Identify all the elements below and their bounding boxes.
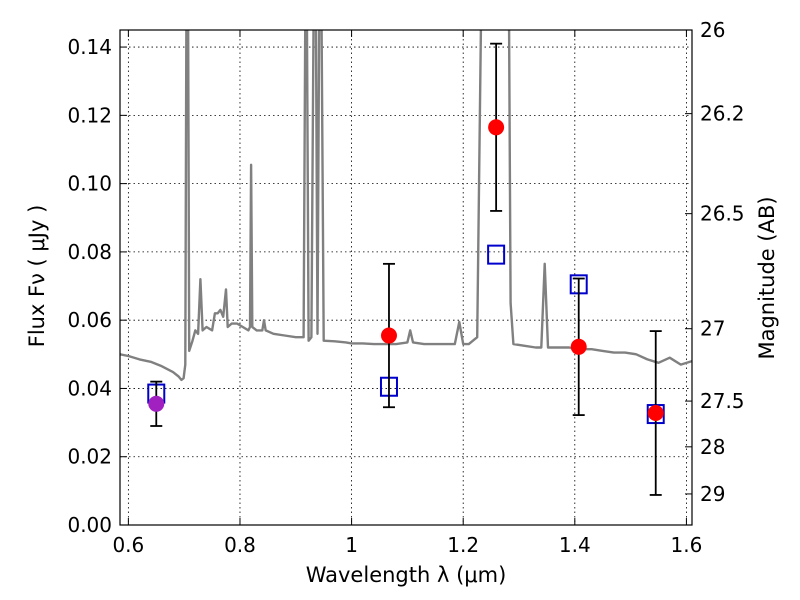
x-tick-label: 1.6 [671, 533, 703, 557]
y-tick-label: 0.06 [67, 308, 112, 332]
x-tick-label: 0.8 [224, 533, 256, 557]
observed-point [148, 395, 165, 412]
y2-tick-label: 26 [700, 18, 725, 42]
y-tick-label: 0.02 [67, 445, 112, 469]
y2-tick-label: 27 [700, 317, 725, 341]
spectrum-series [120, 30, 692, 382]
y2-tick-label: 28 [700, 435, 725, 459]
y-axis-label: Flux Fν ( μJy ) [25, 205, 49, 348]
y-tick-label: 0.00 [67, 513, 112, 537]
y2-tick-label: 27.5 [700, 389, 745, 413]
observed-point [647, 405, 664, 422]
plot-frame [119, 29, 693, 526]
x-tick-label: 1.4 [559, 533, 591, 557]
y-tick-label: 0.08 [67, 240, 112, 264]
observed-point [380, 327, 397, 344]
y-tick-label: 0.14 [67, 35, 112, 59]
x-axis-label: Wavelength λ (μm) [306, 563, 507, 587]
observed-point [570, 338, 587, 355]
x-tick-label: 0.6 [112, 533, 144, 557]
model-series [147, 244, 665, 425]
spectrum-line [120, 30, 692, 382]
y-tick-label: 0.10 [67, 172, 112, 196]
y2-tick-label: 26.2 [700, 102, 745, 126]
x-tick-label: 1 [345, 533, 358, 557]
y2-axis-label: Magnitude (AB) [755, 196, 779, 359]
grid-lines [120, 30, 692, 526]
y2-tick-label: 29 [700, 482, 725, 506]
y-tick-label: 0.04 [67, 376, 112, 400]
axis-ticks: 0.6 0.8 1 1.2 1.4 1.6 0.00 0.02 0.04 0.06 0.08 0.10… [67, 18, 744, 557]
y-tick-label: 0.12 [67, 103, 112, 127]
observed-series [148, 42, 664, 496]
x-tick-label: 1.2 [447, 533, 479, 557]
y2-tick-label: 26.5 [700, 202, 745, 226]
model-point [487, 244, 506, 265]
observed-point [488, 119, 505, 136]
